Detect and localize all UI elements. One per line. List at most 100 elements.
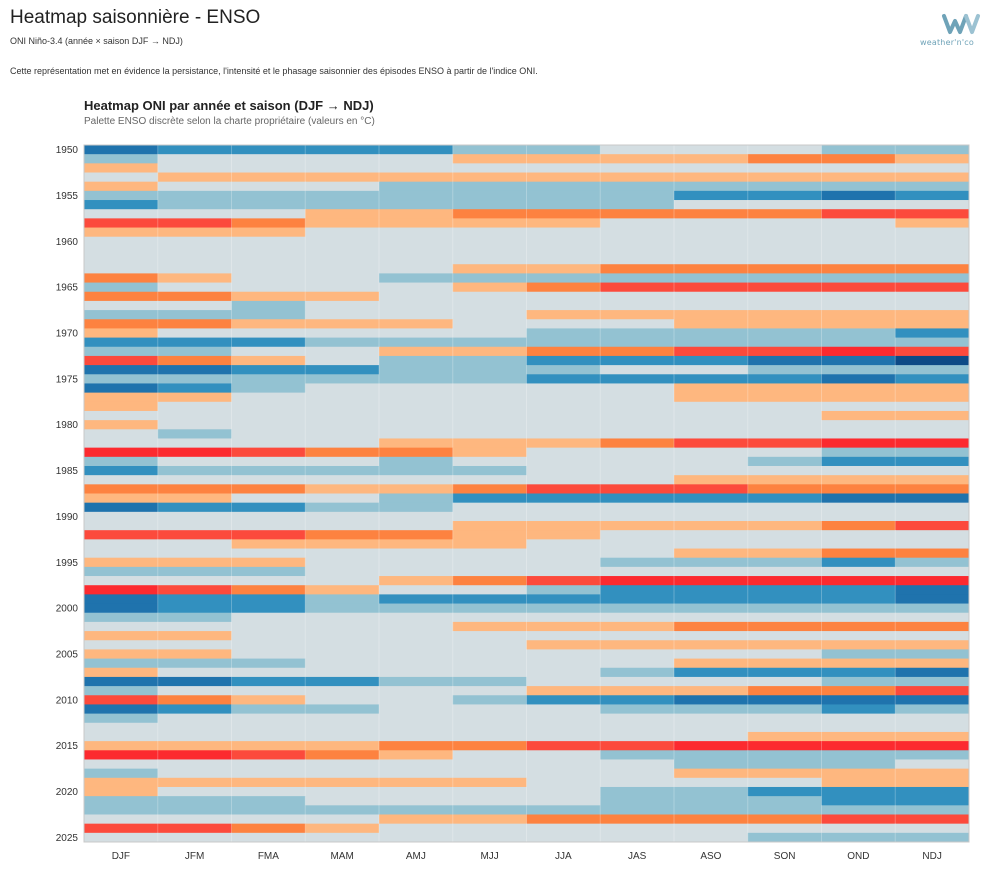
heatmap-cell-2016-ond [821,750,896,760]
heatmap-cell-1960-djf [84,236,159,247]
heatmap-cell-2016-mjj [452,750,527,760]
heatmap-cell-1986-jas [600,475,675,485]
heatmap-cell-1956-son [747,200,822,210]
heatmap-cell-2008-jas [600,676,675,687]
heatmap-cell-1998-ndj [895,585,970,595]
heatmap-cell-1995-son [747,557,822,568]
heatmap-cell-2019-mam [305,777,380,788]
heatmap-cell-2004-ond [821,640,896,650]
heatmap-cell-2005-jas [600,649,675,660]
heatmap-cell-1979-mam [305,410,380,421]
heatmap-cell-1988-fma [231,493,306,504]
heatmap-cell-2003-amj [379,631,454,641]
heatmap-cell-1989-son [747,502,822,513]
heatmap-cell-1972-fma [231,346,306,357]
heatmap-cell-1980-jfm [157,420,232,430]
heatmap-cell-2012-amj [379,713,454,724]
heatmap-cell-2006-jja [526,658,601,669]
heatmap-cell-1997-mjj [452,576,527,586]
heatmap-cell-1970-jas [600,328,675,339]
heatmap-cell-1986-amj [379,475,454,485]
heatmap-cell-1959-amj [379,227,454,238]
heatmap-cell-2008-djf [84,676,159,687]
heatmap-cell-2010-son [747,695,822,705]
heatmap-cell-2022-djf [84,805,159,815]
heatmap-cell-1969-ndj [895,319,970,329]
heatmap-cell-2017-fma [231,759,306,770]
heatmap-cell-1958-amj [379,218,454,229]
heatmap-cell-1994-amj [379,548,454,559]
heatmap-cell-2015-jfm [157,741,232,751]
heatmap-cell-1996-mam [305,566,380,577]
heatmap-cell-1973-jas [600,355,675,366]
heatmap-cell-1994-son [747,548,822,559]
heatmap-cell-1951-djf [84,154,159,164]
heatmap-cell-1964-amj [379,273,454,284]
heatmap-cell-1973-jja [526,355,601,366]
heatmap-cell-1987-djf [84,484,159,494]
y-tick-label: 1995 [56,558,79,569]
heatmap-cell-2006-mam [305,658,380,669]
heatmap-cell-2001-ndj [895,612,970,623]
heatmap-cell-1996-djf [84,566,159,577]
heatmap-cell-2005-fma [231,649,306,660]
heatmap-cell-2022-amj [379,805,454,815]
heatmap-cell-1988-jas [600,493,675,504]
heatmap-cell-1959-mam [305,227,380,238]
heatmap-cell-2011-son [747,704,822,715]
heatmap-cell-1982-ndj [895,438,970,449]
heatmap-cell-1963-ndj [895,264,970,274]
heatmap-cell-2001-djf [84,612,159,623]
heatmap-cell-2021-mam [305,796,380,806]
heatmap-cell-1961-mam [305,245,380,256]
heatmap-cell-2006-djf [84,658,159,669]
heatmap-cell-1968-jja [526,310,601,320]
heatmap-cell-1990-aso [674,511,749,522]
heatmap-cell-2023-jfm [157,814,232,825]
heatmap-cell-1971-son [747,337,822,348]
heatmap-cell-1963-jfm [157,264,232,274]
heatmap-cell-1966-son [747,291,822,302]
heatmap-cell-1975-jfm [157,374,232,384]
heatmap-cell-1962-son [747,255,822,265]
y-tick-label: 1960 [56,237,79,248]
heatmap-cell-2003-mam [305,631,380,641]
heatmap-cell-1998-aso [674,585,749,595]
heatmap-cell-2020-fma [231,786,306,797]
heatmap-cell-1985-mam [305,465,380,476]
heatmap-cell-2008-jfm [157,676,232,687]
heatmap-cell-2023-mjj [452,814,527,825]
heatmap-cell-1979-jfm [157,410,232,421]
heatmap-cell-2014-djf [84,731,159,742]
heatmap-cell-2021-amj [379,796,454,806]
heatmap-cell-2023-son [747,814,822,825]
heatmap-cell-1959-fma [231,227,306,238]
heatmap-cell-1998-mam [305,585,380,595]
heatmap-cell-2007-amj [379,667,454,678]
heatmap-cell-1998-ond [821,585,896,595]
heatmap-cell-2001-mjj [452,612,527,623]
heatmap-cell-1958-ond [821,218,896,229]
heatmap-cell-1979-aso [674,410,749,421]
heatmap-cell-1983-djf [84,447,159,458]
heatmap-cell-2016-ndj [895,750,970,760]
heatmap-cell-1957-jas [600,209,675,219]
heatmap-cell-1986-jja [526,475,601,485]
heatmap-cell-1958-jja [526,218,601,229]
heatmap-cell-2010-jas [600,695,675,705]
heatmap-cell-1983-ndj [895,447,970,458]
heatmap-cell-1959-jfm [157,227,232,238]
heatmap-cell-1966-aso [674,291,749,302]
heatmap-cell-2018-mam [305,768,380,779]
heatmap-cell-2014-mjj [452,731,527,742]
heatmap-cell-2013-jfm [157,722,232,733]
heatmap-cell-1972-jja [526,346,601,357]
heatmap-cell-2018-son [747,768,822,779]
heatmap-cell-1992-mjj [452,530,527,540]
heatmap-cell-1989-jfm [157,502,232,513]
heatmap-cell-1989-jas [600,502,675,513]
heatmap-cell-2001-jfm [157,612,232,623]
heatmap-cell-1955-aso [674,190,749,201]
heatmap-cell-1952-aso [674,163,749,174]
heatmap-cell-1953-ond [821,172,896,183]
